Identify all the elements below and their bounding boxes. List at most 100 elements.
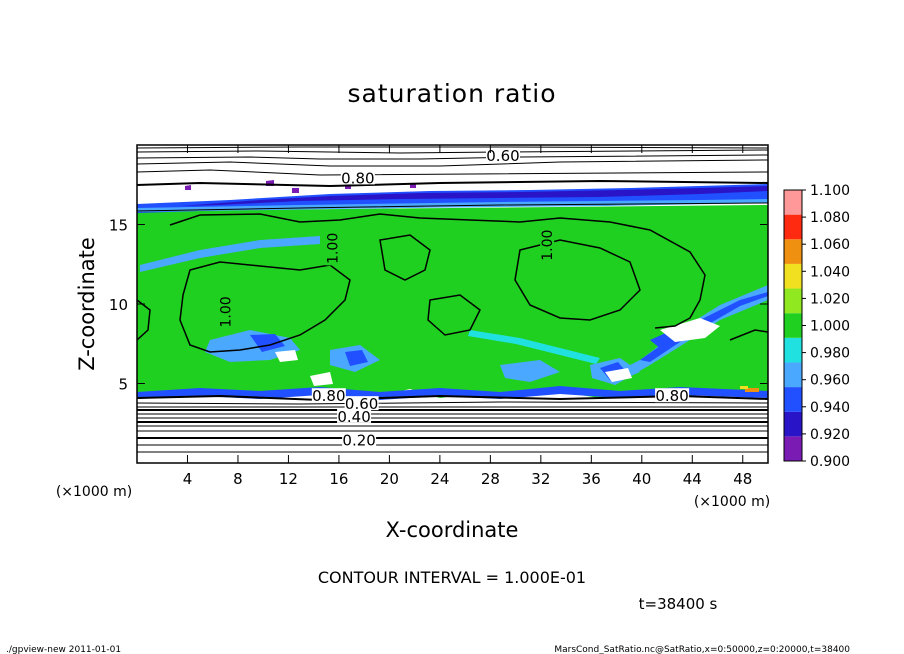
colorbar-label: 1.080 bbox=[810, 210, 850, 226]
footer-right: MarsCond_SatRatio.nc@SatRatio,x=0:50000,… bbox=[554, 645, 850, 654]
contour-label-bg bbox=[311, 388, 346, 403]
colorbar-label: 1.000 bbox=[810, 319, 850, 335]
colorbar-segment bbox=[784, 387, 802, 412]
colorbar-segment bbox=[784, 288, 802, 314]
z-tick-label: 5 bbox=[118, 376, 128, 394]
colorbar-label: 0.940 bbox=[810, 400, 850, 416]
contour-label-bg bbox=[340, 170, 375, 185]
colorbar-label: 1.060 bbox=[810, 237, 850, 253]
contour-label-group: 0.80 bbox=[340, 169, 375, 187]
contour-label: 0.80 bbox=[341, 169, 374, 187]
colorbar-label: 1.100 bbox=[810, 183, 850, 199]
contour-line bbox=[137, 149, 768, 154]
contour-label: 1.00 bbox=[540, 230, 556, 261]
contour-lines-upper bbox=[137, 146, 768, 212]
contour-label-group: 0.60 bbox=[344, 395, 379, 413]
contour-line bbox=[379, 234, 431, 281]
chart-title: saturation ratio bbox=[347, 79, 556, 108]
colorbar-label: 0.980 bbox=[810, 346, 850, 362]
x-tick-label: 44 bbox=[683, 470, 702, 488]
contour-label: 0.60 bbox=[345, 395, 378, 413]
heatmap-white-holes bbox=[275, 318, 720, 386]
colorbar-segment bbox=[784, 214, 802, 240]
contour-label-bg bbox=[344, 396, 379, 411]
x-tick-label: 16 bbox=[329, 470, 348, 488]
colorbar-label: 1.020 bbox=[810, 291, 850, 307]
contour-label-bg bbox=[485, 148, 520, 163]
colorbar-segment bbox=[784, 263, 802, 289]
contour-line bbox=[179, 261, 351, 353]
contour-label-bg bbox=[337, 408, 372, 423]
contour-line bbox=[729, 329, 768, 341]
colorbar-segment bbox=[784, 313, 802, 338]
contour-label: 1.00 bbox=[218, 296, 234, 327]
colorbar-segment bbox=[784, 337, 802, 363]
contour-label-group: 1.00 bbox=[325, 231, 342, 266]
contour-line bbox=[137, 202, 768, 212]
z-tick-label: 15 bbox=[109, 217, 128, 235]
contour-label-bg bbox=[342, 432, 377, 447]
plot-area bbox=[137, 145, 768, 463]
contour-label: 0.80 bbox=[312, 387, 345, 405]
contour-label-group: 0.60 bbox=[485, 147, 520, 165]
x-tick-label: 8 bbox=[233, 470, 243, 488]
contour-line bbox=[137, 146, 768, 149]
x-tick-label: 32 bbox=[531, 470, 550, 488]
colorbar-label: 0.900 bbox=[810, 454, 850, 470]
contour-label-group: 0.20 bbox=[342, 432, 377, 450]
contour-interval-text: CONTOUR INTERVAL = 1.000E-01 bbox=[318, 568, 586, 587]
heatmap-accent-yellow bbox=[740, 386, 748, 389]
colorbar-segment bbox=[784, 190, 802, 215]
contour-line bbox=[137, 154, 768, 160]
contour-line bbox=[169, 213, 706, 329]
colorbar-label: 0.920 bbox=[810, 427, 850, 443]
contour-label-bg bbox=[325, 231, 340, 266]
heatmap-filament-3 bbox=[140, 236, 320, 272]
x-tick-label: 20 bbox=[380, 470, 399, 488]
contour-label-group: 0.40 bbox=[337, 408, 372, 426]
x-tick-label: 12 bbox=[279, 470, 298, 488]
colorbar-segment bbox=[784, 239, 802, 264]
contour-line bbox=[137, 179, 768, 188]
colorbar-segment bbox=[784, 436, 802, 461]
heatmap-bottom-band bbox=[137, 386, 768, 400]
z-unit-label: (×1000 m) bbox=[56, 484, 132, 500]
contour-label: 1.00 bbox=[326, 233, 342, 264]
contour-line bbox=[137, 299, 151, 341]
contour-label-group: 0.80 bbox=[655, 387, 690, 405]
contour-label-bg bbox=[218, 294, 233, 329]
x-tick-label: 36 bbox=[582, 470, 601, 488]
contour-label-group: 1.00 bbox=[540, 228, 556, 263]
footer-left: ./gpview-new 2011-01-01 bbox=[6, 645, 121, 654]
z-tick-label: 10 bbox=[109, 296, 128, 314]
contour-label-bg bbox=[540, 228, 555, 263]
x-tick-label: 24 bbox=[430, 470, 449, 488]
heatmap-subsaturated-below bbox=[137, 401, 768, 463]
contour-lines-cloud bbox=[137, 213, 768, 353]
colorbar-label: 1.040 bbox=[810, 264, 850, 280]
colorbar-segment bbox=[784, 411, 802, 437]
colorbar-segment bbox=[784, 362, 802, 388]
x-axis-label: X-coordinate bbox=[386, 518, 519, 542]
x-tick-label: 28 bbox=[481, 470, 500, 488]
contour-line bbox=[137, 169, 768, 176]
contour-label: 0.60 bbox=[486, 147, 519, 165]
contour-line bbox=[137, 401, 768, 405]
contour-line bbox=[137, 159, 768, 167]
x-tick-label: 4 bbox=[183, 470, 193, 488]
x-tick-label: 40 bbox=[632, 470, 651, 488]
contour-lines-lower bbox=[137, 394, 768, 453]
z-axis-ticks: 5 10 15 bbox=[109, 217, 768, 394]
contour-label-group: 0.80 bbox=[311, 387, 346, 405]
contour-label-group: 1.00 bbox=[218, 294, 234, 329]
heatmap-top-band-dark bbox=[180, 186, 768, 206]
contour-label-bg bbox=[655, 388, 690, 403]
contour-line bbox=[514, 239, 641, 321]
contour-label: 0.40 bbox=[337, 408, 370, 426]
x-tick-label: 48 bbox=[733, 470, 752, 488]
x-axis-ticks: 4 8 12 16 20 24 28 32 36 40 44 48 bbox=[183, 145, 752, 488]
contour-label: 0.20 bbox=[342, 432, 375, 450]
heatmap-accent-orange bbox=[745, 388, 759, 392]
time-label: t=38400 s bbox=[639, 595, 718, 613]
